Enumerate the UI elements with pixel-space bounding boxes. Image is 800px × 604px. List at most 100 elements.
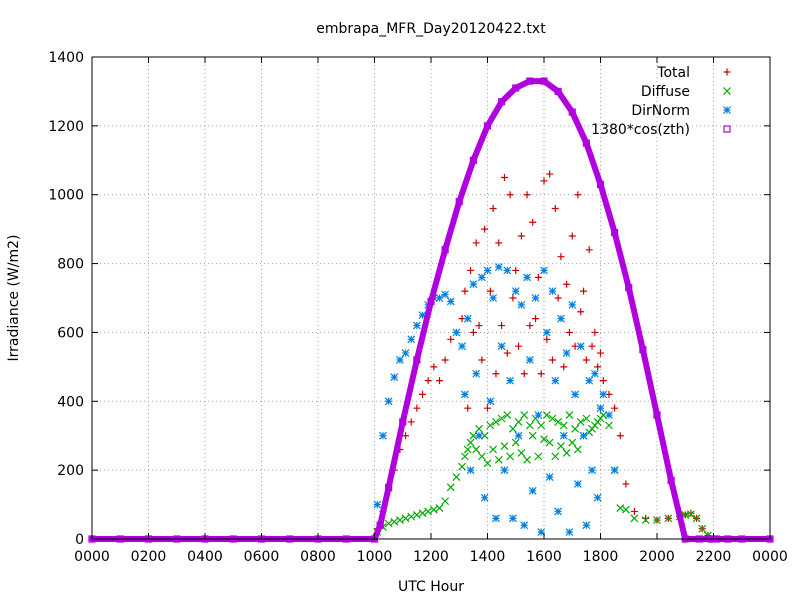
data-point [486,287,494,295]
data-point [591,328,599,336]
data-point [489,204,497,212]
data-point [480,493,489,502]
data-point [435,377,443,385]
data-point [509,514,517,523]
data-point [594,363,602,371]
data-point [441,290,450,299]
data-point [517,232,525,240]
data-point [526,77,534,85]
data-point [641,516,650,524]
data-point [486,421,495,430]
data-point [543,335,551,343]
data-point [430,363,438,371]
data-point [435,504,444,512]
legend: Total Diffuse DirNorm 1380*cos(zth) [591,65,731,138]
data-point [503,349,511,357]
data-point [551,452,560,461]
data-point [554,418,563,426]
data-point [622,480,630,488]
data-point [489,294,498,302]
x-tick-label: 1400 [470,549,506,565]
data-point [500,466,509,475]
series-0 [373,170,717,543]
data-point [630,514,639,523]
data-point [540,177,548,185]
data-point [576,342,585,351]
data-point [582,521,591,530]
data-point [390,517,399,526]
data-point [503,411,512,419]
data-point [542,411,551,419]
data-point [401,514,410,523]
data-point [540,266,548,275]
y-tick-label: 1200 [48,119,84,135]
data-point [477,452,486,461]
data-point [537,370,545,378]
data-point [525,356,534,364]
data-point [579,431,588,440]
y-tick-label: 800 [57,257,84,273]
data-point [492,514,500,523]
data-point [458,342,466,351]
data-point [494,263,503,271]
data-point [483,122,492,130]
legend-marker [723,106,731,114]
data-point [509,424,517,433]
data-point [557,253,565,261]
data-point [573,445,582,454]
data-point [484,404,491,412]
data-point [469,280,478,289]
data-point [396,516,404,524]
data-point [559,421,568,430]
data-point [610,466,619,475]
data-point [687,509,695,517]
data-point [590,369,599,378]
data-point [667,476,675,485]
data-point [554,294,562,302]
y-axis-label: Irradiance (W/m2) [6,235,22,362]
data-point [399,418,407,426]
x-tick-label: 0200 [131,549,167,565]
data-point [475,322,483,330]
series-2 [373,263,619,537]
data-point [568,232,576,240]
data-point [596,180,605,188]
data-point [514,431,523,440]
data-point [506,376,515,385]
data-point [588,466,596,475]
data-point [463,314,472,323]
data-point [418,311,427,320]
data-point [464,404,472,412]
data-point [472,239,480,247]
data-point [435,294,444,302]
data-point [441,497,450,506]
data-point [551,376,560,385]
data-point [446,297,455,306]
data-point [526,322,534,330]
data-point [460,390,469,399]
data-point [376,521,384,529]
data-point [542,328,551,337]
data-point [489,445,498,454]
data-point [517,449,526,457]
data-point [441,246,449,254]
data-point [466,466,475,475]
x-tick-label: 0000 [74,549,110,565]
data-point [599,390,608,399]
data-point [452,473,461,481]
data-point [534,273,542,281]
data-point [495,239,503,247]
data-point [481,225,489,233]
legend-label: 1380*cos(zth) [591,122,690,138]
data-point [500,442,509,450]
data-point [525,421,534,430]
data-point [686,510,695,519]
y-tick-label: 200 [57,463,84,479]
data-point [580,287,588,295]
data-point [540,77,548,85]
data-point [545,438,554,447]
data-point [577,308,585,316]
data-point [611,404,619,412]
data-point [574,191,582,199]
